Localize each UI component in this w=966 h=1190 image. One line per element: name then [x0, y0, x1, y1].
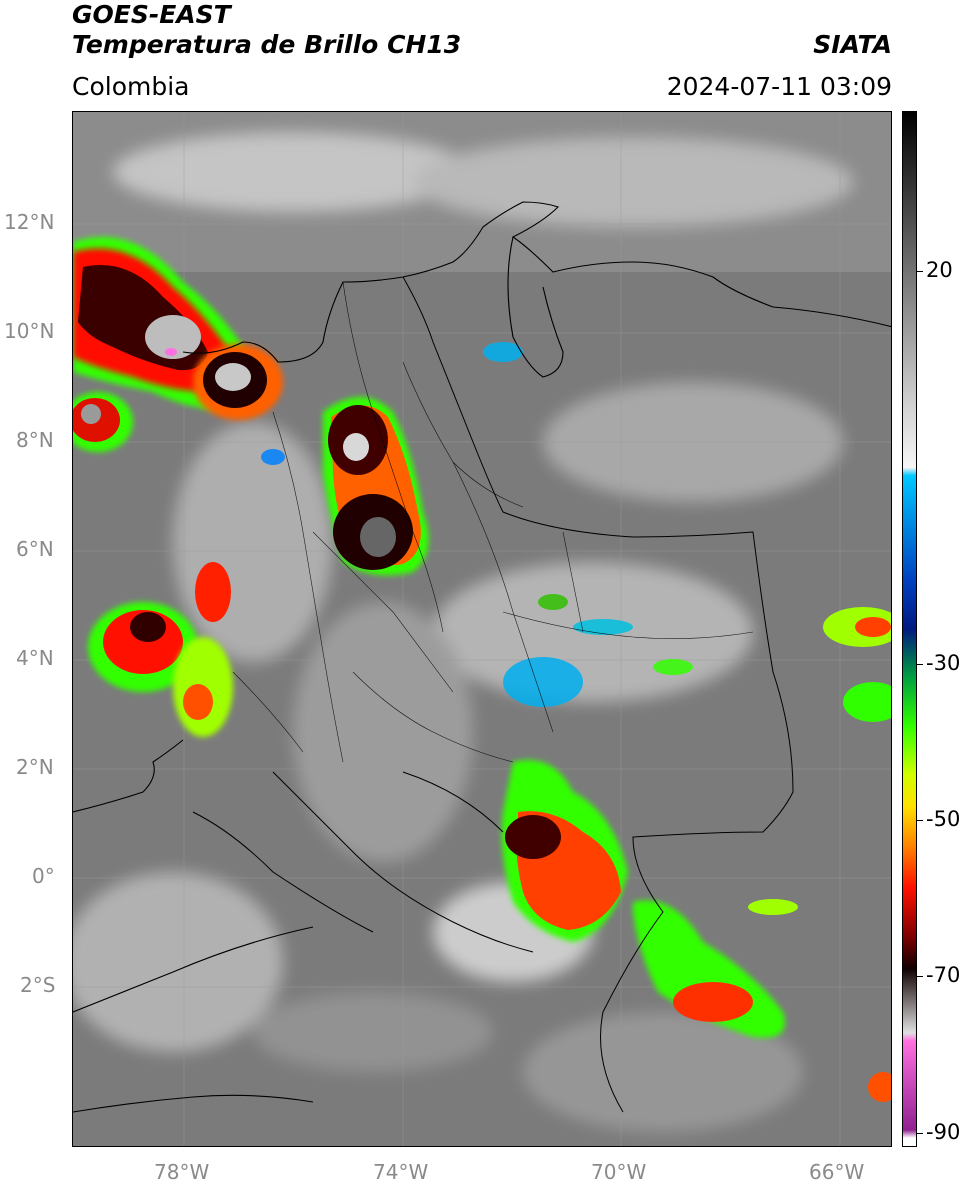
storm-cell-venezuela-east: [748, 607, 891, 1102]
colorbar-tick: [917, 271, 923, 272]
lat-label: 2°S: [20, 973, 56, 997]
lat-label: 10°N: [4, 319, 55, 343]
storm-cell-amazon-north: [501, 760, 628, 942]
colorbar-label: 20: [926, 258, 953, 282]
country-borders: [192, 276, 794, 1113]
colorbar-label: -30: [926, 651, 961, 675]
colorbar-tick: [917, 976, 923, 977]
lon-label: 70°W: [591, 1160, 647, 1184]
storm-cell-pacific-central: [88, 562, 233, 737]
coastlines: [73, 201, 891, 1113]
temperature-colorbar: [902, 111, 917, 1147]
satellite-map: [72, 111, 892, 1147]
lon-label: 74°W: [373, 1160, 429, 1184]
region-label: Colombia: [72, 72, 190, 101]
department-borders: [232, 281, 754, 763]
product-title: Temperatura de Brillo CH13: [72, 30, 462, 59]
cold-cloud-patches: [261, 342, 693, 707]
lat-label: 2°N: [16, 755, 54, 779]
colorbar-label: -90: [926, 1120, 961, 1144]
lon-label: 66°W: [809, 1160, 865, 1184]
colorbar-tick: [917, 1133, 923, 1134]
colorbar-label: -70: [926, 963, 961, 987]
colorbar-tick: [917, 820, 923, 821]
storm-cell-pacific-north: [73, 392, 133, 452]
datetime-label: 2024-07-11 03:09: [666, 72, 892, 101]
lat-label: 6°N: [16, 537, 54, 561]
agency-label: SIATA: [813, 30, 892, 59]
colorbar-tick: [917, 664, 923, 665]
lat-label: 8°N: [16, 428, 54, 452]
map-canvas: [73, 112, 891, 1146]
storm-cell-amazon-south: [633, 900, 785, 1038]
lon-label: 78°W: [154, 1160, 210, 1184]
storm-cell-caribbean-east: [193, 344, 283, 420]
colorbar-label: -50: [926, 807, 961, 831]
lat-label: 12°N: [4, 210, 55, 234]
storm-cell-antioquia: [323, 397, 429, 576]
satellite-title: GOES-EAST: [72, 0, 231, 29]
lat-label: 0°: [32, 864, 55, 888]
lat-label: 4°N: [16, 646, 54, 670]
